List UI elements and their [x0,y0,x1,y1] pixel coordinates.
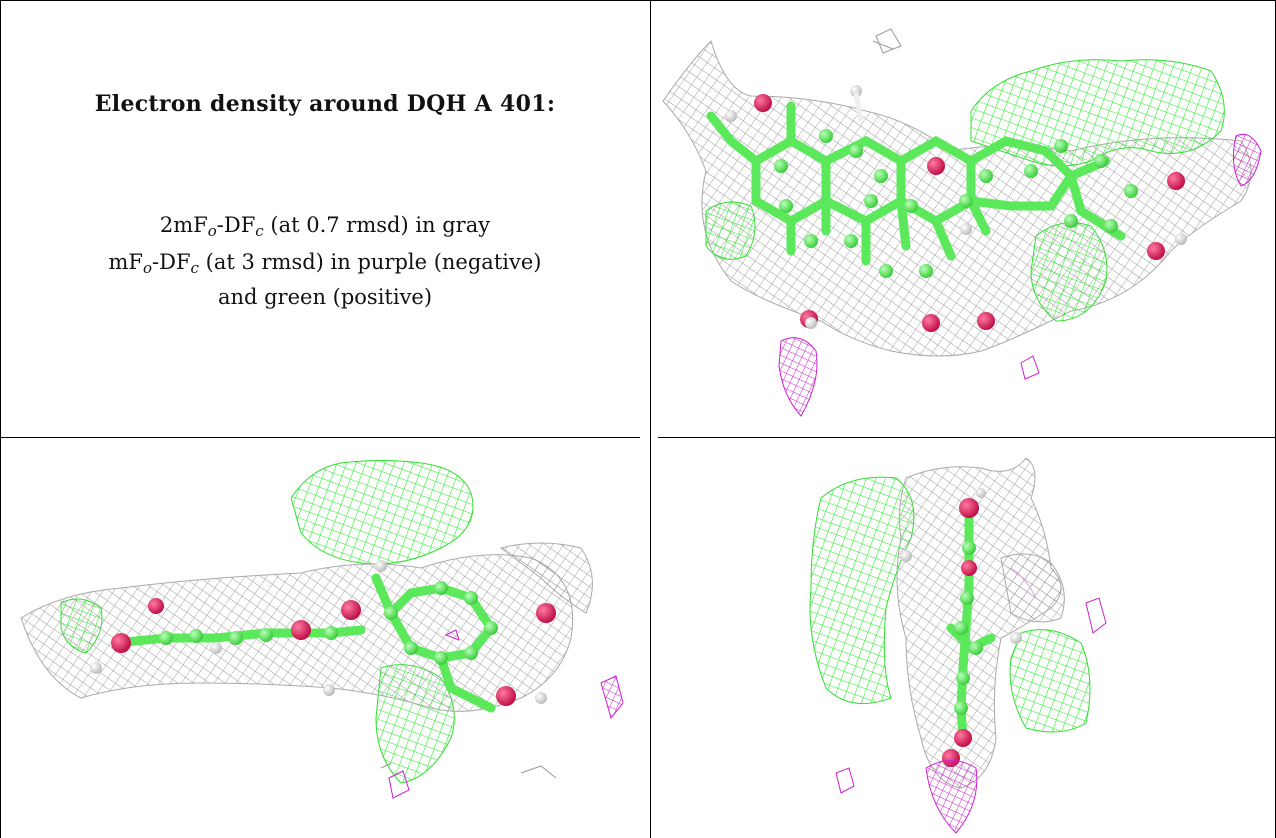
table-left-rule [0,0,1,838]
hydrogen-atoms [900,488,1022,644]
table-mid-rule-left [0,437,640,438]
gray-2fofc-mesh [896,457,1062,789]
text: -DF [152,250,191,274]
purple-negative-mesh [1010,567,1037,599]
text: (at 0.7 rmsd) in gray [263,213,491,237]
table-middle-rule [650,0,651,838]
carbon-atoms [159,581,498,665]
purple-negative-mesh [925,760,978,834]
green-positive-mesh [1009,629,1091,733]
subscript: o [207,222,217,240]
green-positive-mesh [809,476,915,705]
purple-negative-mesh [778,337,818,417]
subscript: c [255,222,264,240]
text: 2mF [159,213,208,237]
subscript: c [190,259,199,277]
purple-negative-mesh [1085,597,1107,634]
green-positive-mesh [290,460,474,565]
caption-cell: Electron density around DQH A 401: 2mFo-… [0,0,650,436]
purple-negative-mesh [444,629,460,641]
gray-2fofc-mesh [380,762,557,779]
text: (at 3 rmsd) in purple (negative) [198,250,542,274]
caption-line-fofc: mFo-DFc (at 3 rmsd) in purple (negative) [0,250,650,277]
gray-2fofc-mesh [499,542,593,614]
caption-line-colors: and green (positive) [217,285,433,309]
density-render-end-on [809,457,1107,834]
hydrogen-atoms [725,85,1187,329]
density-view-top-right [651,1,1275,437]
purple-negative-mesh [600,675,624,720]
table-mid-rule-right [658,437,1276,438]
oxygen-atoms [111,598,556,706]
caption-line-2fofc: 2mFo-DFc (at 0.7 rmsd) in gray [0,213,650,240]
density-render-edge-on [20,460,624,799]
text: -DF [216,213,256,237]
carbon-atoms [774,129,1138,278]
purple-negative-mesh [388,770,410,799]
carbon-atoms [954,541,983,715]
density-render-face-on [662,28,1262,417]
table-top-rule [0,0,1276,1]
gray-2fofc-mesh [1000,553,1065,623]
gray-2fofc-mesh [872,28,902,54]
figure-title: Electron density around DQH A 401: [94,91,556,117]
purple-negative-mesh [1020,355,1040,380]
density-view-bottom-left [1,438,650,838]
purple-negative-mesh [1232,133,1262,187]
green-positive-mesh [1030,222,1108,322]
green-positive-mesh [970,59,1225,167]
density-view-bottom-right [651,438,1275,838]
purple-negative-mesh [835,767,855,794]
subscript: o [143,259,153,277]
hydrogen-atoms [90,560,547,704]
green-positive-mesh [705,201,756,260]
text: mF [108,250,143,274]
